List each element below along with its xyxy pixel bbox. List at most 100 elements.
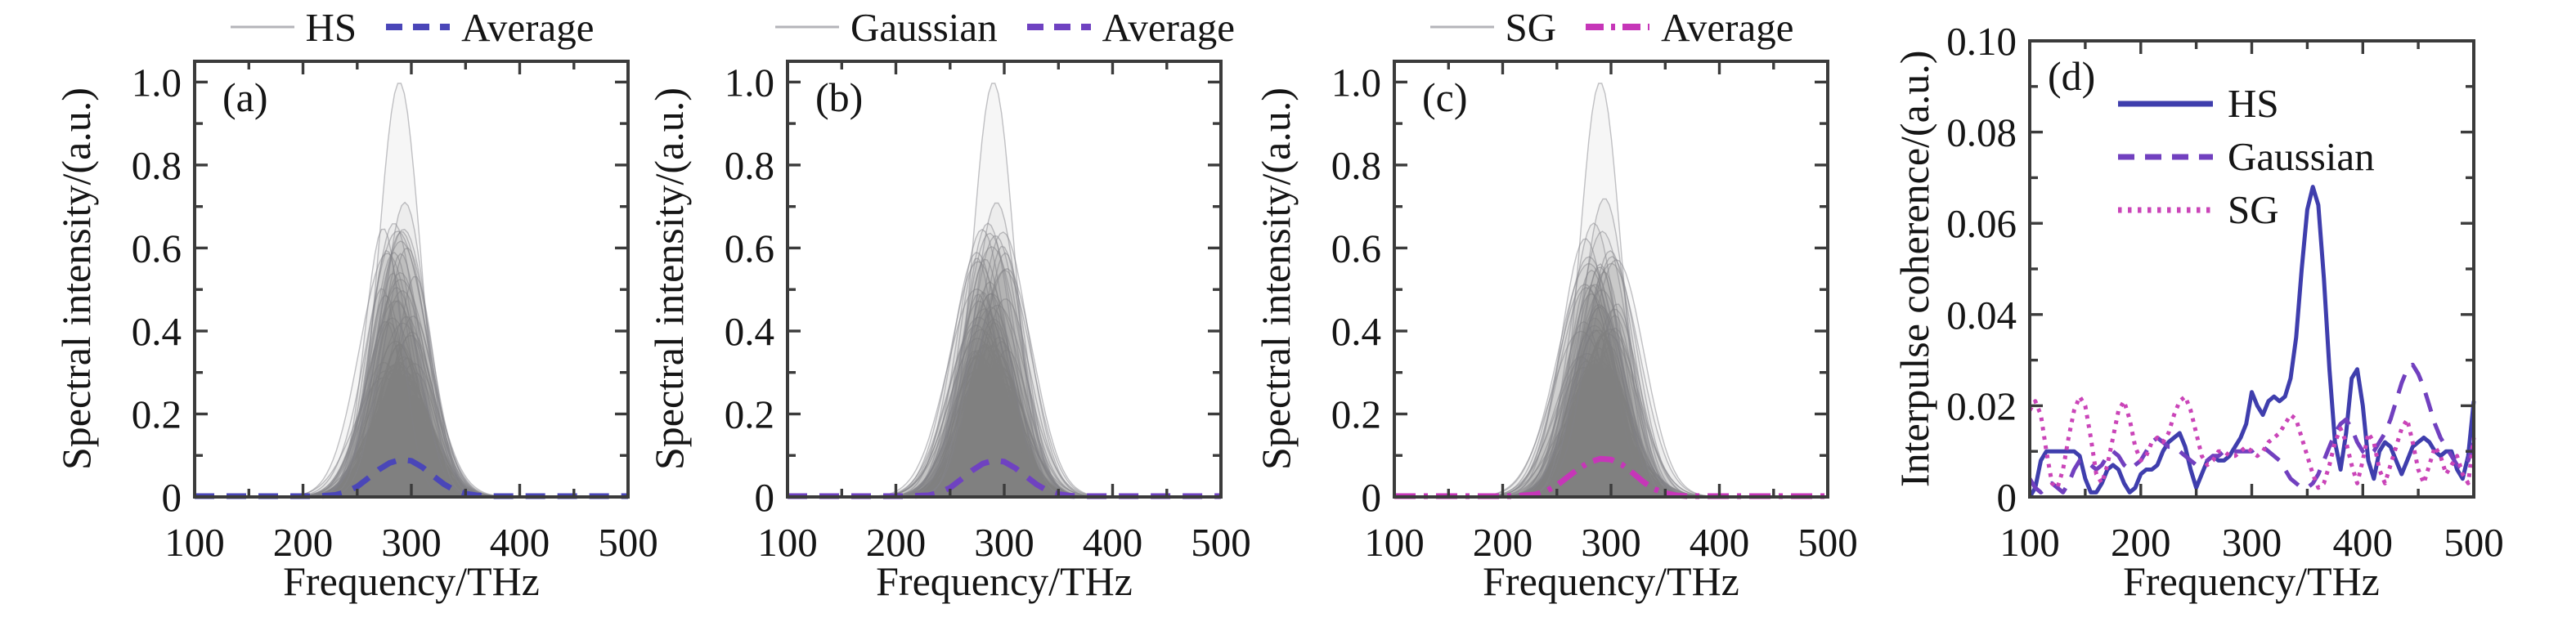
x-tick-label: 100 bbox=[1364, 520, 1425, 565]
ensemble-curve bbox=[900, 83, 1086, 498]
ensemble-curves bbox=[1443, 83, 1753, 498]
legend-item-label: HS bbox=[2228, 81, 2279, 126]
x-axis-label-c: Frequency/THz bbox=[1483, 558, 1739, 604]
panel-label-c: (c) bbox=[1422, 74, 1468, 120]
legend-a: HS Average bbox=[162, 2, 661, 52]
x-tick-label: 500 bbox=[598, 520, 658, 565]
x-tick-label: 100 bbox=[757, 520, 818, 565]
y-tick-label: 0.2 bbox=[725, 392, 774, 437]
legend-c: SG Average bbox=[1362, 2, 1860, 52]
plot-box bbox=[193, 60, 630, 499]
y-tick-label: 0.10 bbox=[1946, 19, 2017, 64]
y-tick-label: 0.6 bbox=[132, 226, 182, 271]
x-tick-label: 400 bbox=[1690, 520, 1750, 565]
legend-item-label: Gaussian bbox=[2228, 134, 2375, 179]
y-axis-label-c: Spectral intensity/(a.u.) bbox=[1253, 87, 1299, 471]
y-tick-label: 0.06 bbox=[1946, 201, 2017, 246]
x-tick-label: 200 bbox=[1473, 520, 1533, 565]
legend-line-sample-solid bbox=[775, 25, 840, 29]
y-tick-label: 0 bbox=[1997, 475, 2017, 520]
axis-ticks bbox=[193, 63, 630, 499]
tick-labels: 100 200 300 400 500 0 0.02 0.04 0.06 0.08 0.10 bbox=[1946, 19, 2504, 565]
ensemble-curves bbox=[251, 83, 549, 498]
legend-item-sg: SG bbox=[1429, 4, 1557, 51]
x-tick-label: 500 bbox=[1191, 520, 1251, 565]
x-tick-label: 200 bbox=[866, 520, 927, 565]
y-tick-label: 0.6 bbox=[725, 226, 774, 271]
series-gaussian bbox=[2027, 362, 2476, 494]
x-axis-label-d: Frequency/THz bbox=[2123, 558, 2380, 604]
axis-ticks bbox=[2028, 39, 2475, 499]
y-tick-label: 0.08 bbox=[1946, 110, 2017, 155]
legend-line-sample-dashed bbox=[386, 24, 451, 30]
legend-item-label: Average bbox=[1102, 4, 1235, 50]
y-tick-label: 0.2 bbox=[1331, 392, 1381, 437]
x-tick-label: 500 bbox=[2444, 520, 2504, 565]
tick-labels: 100 200 300 400 500 0 0.2 0.4 0.6 0.8 1.0 bbox=[725, 60, 1251, 565]
y-tick-label: 0.4 bbox=[132, 309, 182, 354]
legend-item-sg: SG bbox=[2116, 183, 2375, 236]
legend-item-label: Average bbox=[1661, 4, 1794, 50]
legend-item-average: Average bbox=[1584, 4, 1793, 51]
x-axis-label-a: Frequency/THz bbox=[283, 558, 540, 604]
x-tick-label: 300 bbox=[381, 520, 442, 565]
legend-line-sample-dashed bbox=[1026, 24, 1091, 30]
panel-b-plot: 100 200 300 400 500 0 0.2 0.4 0.6 0.8 1.0 bbox=[725, 60, 1251, 565]
y-tick-label: 0.2 bbox=[132, 392, 182, 437]
plot-box bbox=[786, 60, 1223, 499]
legend-item-gaussian: Gaussian bbox=[774, 4, 998, 51]
series-sg bbox=[2027, 394, 2476, 490]
x-axis-label-b: Frequency/THz bbox=[876, 558, 1133, 604]
legend-d: HS Gaussian SG bbox=[2116, 77, 2375, 236]
ensemble-curves bbox=[841, 83, 1136, 498]
panel-d-plot: 100 200 300 400 500 0 0.02 0.04 0.06 0.08 0.10 bbox=[1946, 19, 2504, 565]
y-tick-label: 1.0 bbox=[132, 60, 182, 105]
y-tick-label: 0.8 bbox=[132, 143, 182, 188]
y-tick-label: 0.8 bbox=[725, 143, 774, 188]
y-tick-label: 0 bbox=[162, 475, 182, 520]
axis-ticks bbox=[786, 63, 1223, 499]
legend-item-gaussian: Gaussian bbox=[2116, 130, 2375, 183]
y-tick-label: 1.0 bbox=[725, 60, 774, 105]
legend-item-label: SG bbox=[2228, 187, 2279, 232]
y-tick-label: 0.04 bbox=[1946, 293, 2017, 338]
x-tick-label: 500 bbox=[1797, 520, 1858, 565]
y-tick-label: 0.6 bbox=[1331, 226, 1381, 271]
legend-item-hs: HS bbox=[2116, 77, 2375, 130]
x-tick-label: 100 bbox=[1999, 520, 2060, 565]
axis-ticks bbox=[1393, 63, 1829, 499]
tick-labels: 100 200 300 400 500 0 0.2 0.4 0.6 0.8 1.0 bbox=[132, 60, 658, 565]
legend-item-hs: HS bbox=[229, 4, 357, 51]
x-tick-label: 300 bbox=[2222, 520, 2282, 565]
x-tick-label: 400 bbox=[490, 520, 550, 565]
x-tick-label: 300 bbox=[974, 520, 1034, 565]
legend-item-label: HS bbox=[305, 4, 357, 50]
y-tick-label: 0.4 bbox=[1331, 309, 1381, 354]
x-tick-label: 200 bbox=[273, 520, 334, 565]
y-axis-label-a: Spectral intensity/(a.u.) bbox=[53, 87, 99, 471]
y-tick-label: 0 bbox=[1362, 475, 1382, 520]
legend-line-sample-solid bbox=[2118, 101, 2213, 106]
y-axis-label-b: Spectral intensity/(a.u.) bbox=[646, 87, 692, 471]
y-tick-label: 0.8 bbox=[1331, 143, 1381, 188]
panel-label-a: (a) bbox=[222, 74, 268, 120]
legend-item-label: Gaussian bbox=[850, 4, 998, 50]
legend-line-sample-solid bbox=[1429, 25, 1494, 29]
y-tick-label: 1.0 bbox=[1331, 60, 1381, 105]
y-tick-label: 0 bbox=[755, 475, 775, 520]
y-axis-label-d: Interpulse coherence/(a.u.) bbox=[1892, 50, 1937, 488]
legend-item-average: Average bbox=[1025, 4, 1235, 51]
legend-line-sample-dashdot bbox=[1586, 24, 1650, 30]
x-tick-label: 400 bbox=[1083, 520, 1143, 565]
legend-line-sample-solid bbox=[230, 25, 294, 29]
x-tick-label: 100 bbox=[164, 520, 225, 565]
legend-item-label: SG bbox=[1505, 4, 1557, 50]
legend-item-label: Average bbox=[461, 4, 595, 50]
plot-box bbox=[1393, 60, 1829, 499]
ensemble-curve bbox=[307, 83, 492, 498]
ensemble-curve bbox=[861, 246, 1123, 498]
legend-b: Gaussian Average bbox=[755, 2, 1254, 52]
legend-item-average: Average bbox=[384, 4, 594, 51]
legend-line-sample-dashed bbox=[2118, 154, 2213, 159]
